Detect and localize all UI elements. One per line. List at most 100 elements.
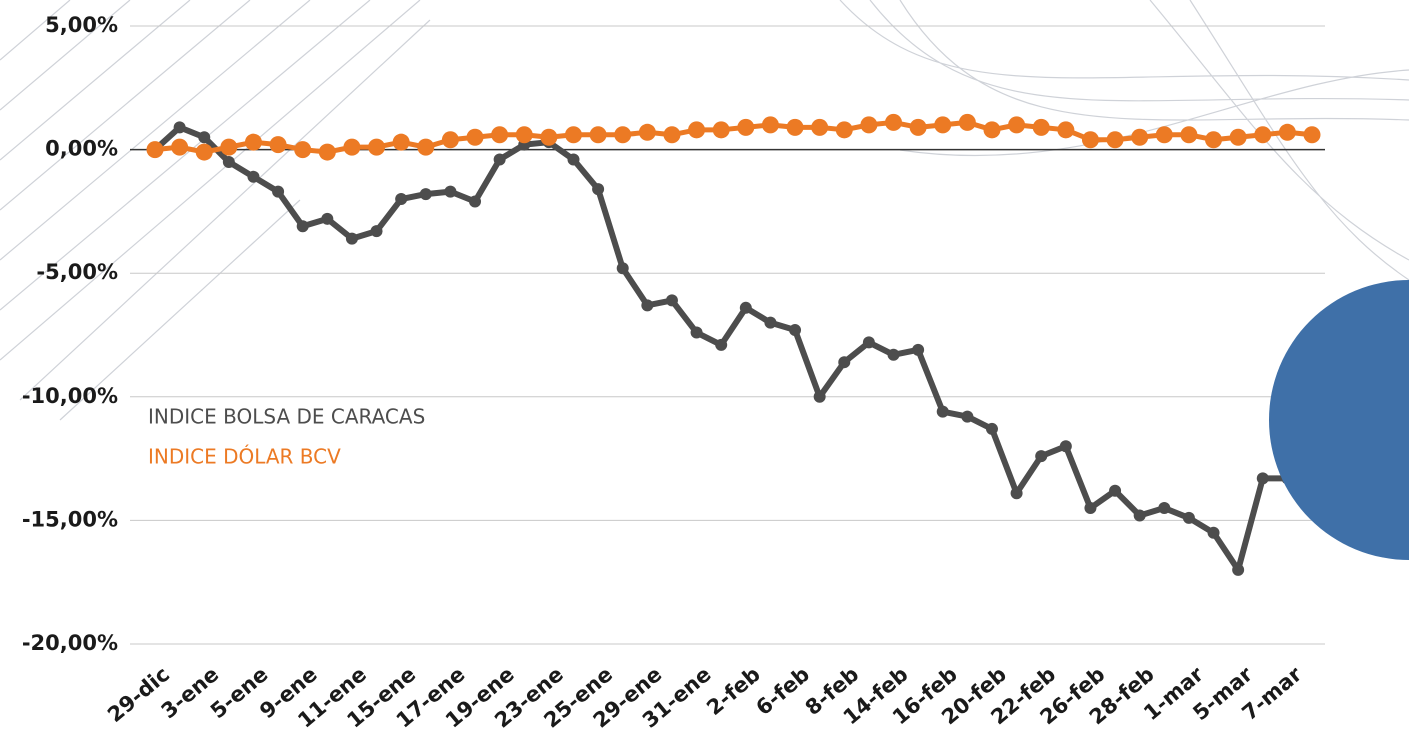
chart: INDICE BOLSA DE CARACAS INDICE DÓLAR BCV… [0,0,1409,749]
data-point [1180,126,1197,143]
data-point [787,119,804,136]
data-point [961,411,973,423]
data-point [934,116,951,133]
data-point [614,126,631,143]
data-point [666,294,678,306]
data-point [565,126,582,143]
data-point [294,141,311,158]
data-point [245,134,262,151]
data-point [1205,131,1222,148]
data-point [368,139,385,156]
data-point [1183,512,1195,524]
data-point [1035,450,1047,462]
data-point [196,144,213,161]
y-tick-label: -20,00% [22,631,118,655]
data-point [395,193,407,205]
data-point [838,356,850,368]
data-point [1060,440,1072,452]
data-point [198,131,210,143]
data-point [863,336,875,348]
data-point [343,139,360,156]
data-point [912,344,924,356]
data-point [247,171,259,183]
y-tick-label: 5,00% [45,13,118,37]
data-point [888,349,900,361]
decoration [0,0,1409,420]
data-point [540,129,557,146]
x-tick-label: 6-feb [751,662,814,720]
data-point [1033,119,1050,136]
data-point [442,131,459,148]
data-point [467,129,484,146]
data-point [789,324,801,336]
data-point [1279,124,1296,141]
data-point [491,126,508,143]
y-tick-label: 0,00% [45,137,118,161]
data-point [272,186,284,198]
series-line [155,127,1312,569]
data-point [393,134,410,151]
data-point [617,262,629,274]
data-point [1257,472,1269,484]
decoration-circle [1269,280,1409,560]
data-point [592,183,604,195]
data-point [321,213,333,225]
data-point [417,139,434,156]
data-point [346,233,358,245]
data-point [220,139,237,156]
data-point [1011,487,1023,499]
data-point [1082,131,1099,148]
data-point [174,121,186,133]
data-point [910,119,927,136]
data-point [297,220,309,232]
data-point [319,144,336,161]
data-point [516,126,533,143]
y-tick-label: -5,00% [36,260,118,284]
data-point [762,116,779,133]
data-point [444,186,456,198]
data-point [1131,129,1148,146]
data-point [959,114,976,131]
data-point [270,136,287,153]
data-point [1232,564,1244,576]
data-point [1304,126,1321,143]
data-point [641,299,653,311]
data-point [740,302,752,314]
data-point [688,121,705,138]
data-point [1208,527,1220,539]
data-point [1109,485,1121,497]
legend-label: INDICE DÓLAR BCV [148,445,341,469]
data-point [1084,502,1096,514]
data-point [663,126,680,143]
data-point [937,406,949,418]
data-point [1107,131,1124,148]
data-point [147,141,164,158]
data-point [986,423,998,435]
data-point [567,153,579,165]
data-point [639,124,656,141]
data-point [371,225,383,237]
data-point [494,153,506,165]
data-point [1230,129,1247,146]
legend-label: INDICE BOLSA DE CARACAS [148,405,425,429]
data-point [836,121,853,138]
data-point [764,317,776,329]
y-tick-label: -15,00% [22,507,118,531]
data-point [715,339,727,351]
data-point [469,196,481,208]
data-point [713,121,730,138]
data-point [885,114,902,131]
x-tick-label: 2-feb [702,662,765,720]
data-point [811,119,828,136]
x-tick-label: 29-dic [103,662,174,727]
data-point [1057,121,1074,138]
y-tick-label: -10,00% [22,384,118,408]
data-point [1158,502,1170,514]
data-point [983,121,1000,138]
data-point [1254,126,1271,143]
data-point [1008,116,1025,133]
data-point [814,391,826,403]
data-point [1134,509,1146,521]
data-point [860,116,877,133]
data-point [223,156,235,168]
